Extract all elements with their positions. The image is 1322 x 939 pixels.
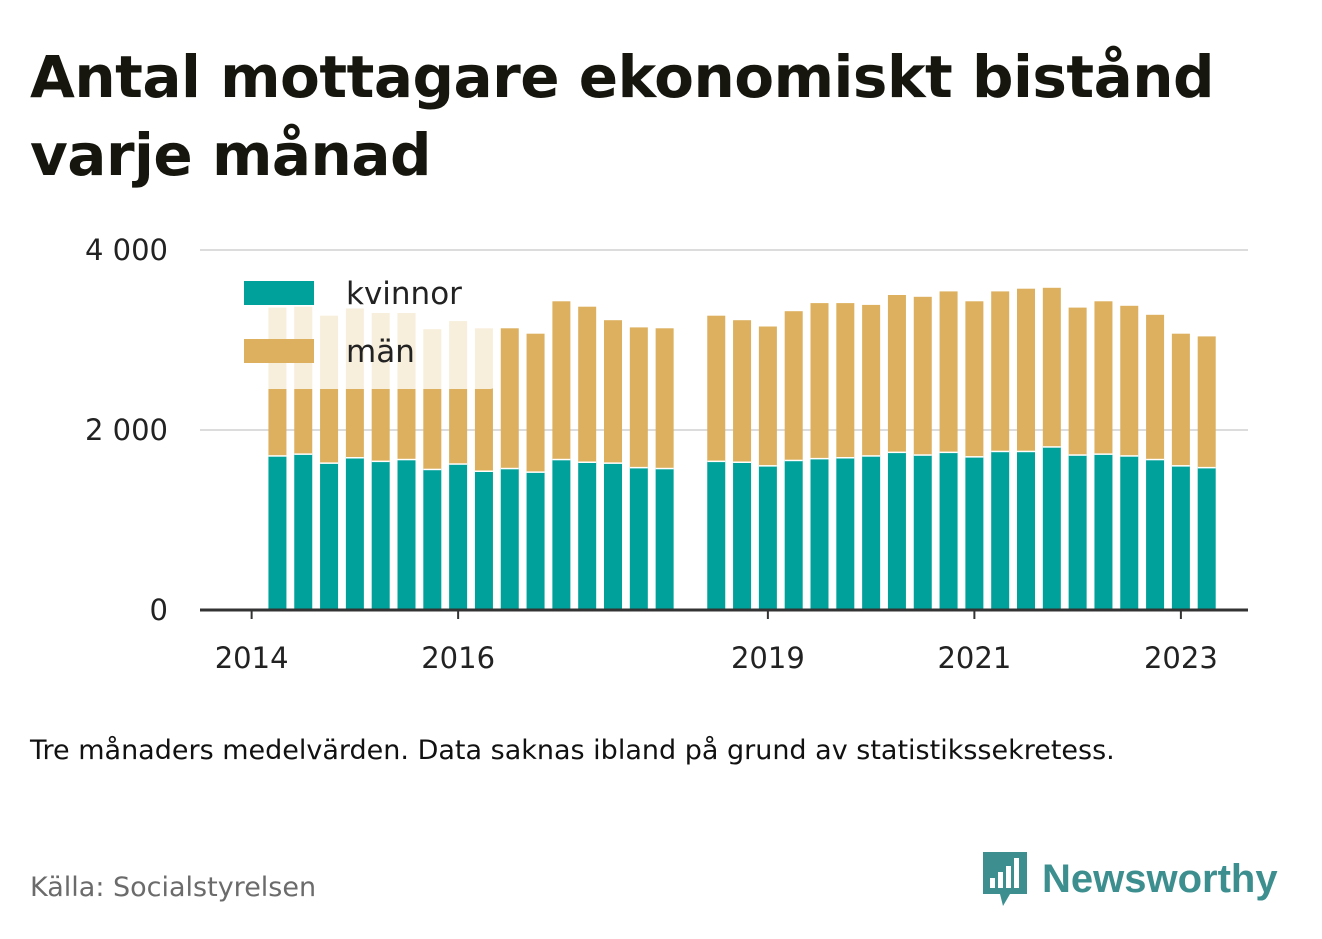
bar-män: [1042, 287, 1061, 447]
bar-män: [991, 291, 1010, 451]
bar-kvinnor: [320, 462, 339, 610]
bar-kvinnor: [1068, 454, 1087, 610]
bar-män: [733, 320, 752, 462]
bar-kvinnor: [1120, 455, 1139, 610]
bar-segment-divider: [1171, 463, 1190, 467]
bar-segment-divider: [707, 459, 726, 463]
brand-name: Newsworthy: [1042, 856, 1278, 901]
bar-män: [1197, 336, 1216, 467]
bar-män: [1094, 301, 1113, 454]
bar-kvinnor: [371, 460, 390, 610]
bar-män: [1146, 314, 1165, 459]
x-tick-label: 2019: [731, 641, 805, 675]
bar-kvinnor: [500, 467, 519, 610]
legend-swatch-kvinnor: [244, 281, 314, 305]
bar-kvinnor: [810, 457, 829, 610]
bar-män: [526, 333, 545, 472]
bar-män: [887, 295, 906, 452]
bar-kvinnor: [965, 456, 984, 610]
bar-män: [500, 328, 519, 468]
bar-kvinnor: [913, 454, 932, 610]
bar-kvinnor: [991, 450, 1010, 610]
bar-män: [913, 296, 932, 455]
bar-män: [707, 315, 726, 461]
stacked-bar-chart: 0 2 000 4 000 2014 2016 2019 2021 2023 kvinnor…: [85, 233, 1248, 675]
bar-kvinnor: [784, 459, 803, 610]
x-tick-label: 2023: [1144, 641, 1218, 675]
bar-kvinnor: [1017, 450, 1036, 610]
bar-män: [810, 303, 829, 458]
y-axis-tick-labels: 0 2 000 4 000: [85, 233, 168, 627]
bar-män: [1120, 305, 1139, 456]
newsworthy-logo: Newsworthy: [980, 848, 1278, 910]
bar-män: [655, 328, 674, 468]
bar-kvinnor: [578, 461, 597, 610]
bar-kvinnor: [1042, 446, 1061, 610]
y-tick-label: 0: [150, 593, 168, 627]
bar-kvinnor: [449, 463, 468, 610]
chart-note: Tre månaders medelvärden. Data saknas ib…: [30, 735, 1115, 766]
bar-kvinnor: [887, 451, 906, 610]
bar-kvinnor: [939, 451, 958, 610]
bar-män: [1171, 333, 1190, 466]
bar-kvinnor: [629, 466, 648, 610]
bar-kvinnor: [474, 470, 493, 610]
bar-kvinnor: [526, 471, 545, 610]
bar-män: [758, 326, 777, 466]
bar-män: [939, 291, 958, 452]
bar-segment-divider: [1042, 444, 1061, 448]
bar-män: [1017, 288, 1036, 451]
chart-title: Antal mottagare ekonomiskt bistånd varje…: [30, 43, 1215, 189]
bar-kvinnor: [707, 460, 726, 610]
legend-swatch-män: [244, 339, 314, 363]
y-tick-label: 2 000: [85, 413, 168, 447]
x-axis-tick-labels: 2014 2016 2019 2021 2023: [215, 641, 1218, 675]
bar-segment-divider: [784, 458, 803, 462]
bar-män: [1068, 307, 1087, 455]
bar-kvinnor: [862, 455, 881, 610]
bar-segment-divider: [1017, 449, 1036, 453]
bar-kvinnor: [397, 458, 416, 610]
bar-kvinnor: [1094, 453, 1113, 610]
bar-män: [965, 301, 984, 457]
bar-kvinnor: [758, 465, 777, 610]
x-axis: [200, 608, 1248, 619]
y-tick-label: 4 000: [85, 233, 168, 267]
bar-kvinnor: [268, 455, 287, 610]
bar-kvinnor: [1171, 465, 1190, 610]
legend-label-kvinnor: kvinnor: [346, 276, 462, 312]
bar-kvinnor: [1197, 466, 1216, 610]
x-tick-label: 2021: [937, 641, 1011, 675]
bar-kvinnor: [604, 462, 623, 610]
bar-kvinnor: [836, 457, 855, 610]
bar-män: [552, 301, 571, 459]
bar-kvinnor: [294, 453, 313, 610]
bar-män: [836, 303, 855, 457]
bar-segment-divider: [423, 467, 442, 471]
bar-män: [629, 327, 648, 467]
bar-män: [784, 311, 803, 460]
bar-kvinnor: [1146, 458, 1165, 610]
x-tick-label: 2014: [215, 641, 289, 675]
x-tick-label: 2016: [421, 641, 495, 675]
bar-kvinnor: [423, 468, 442, 610]
source-credit: Källa: Socialstyrelsen: [30, 872, 317, 903]
bar-kvinnor: [552, 458, 571, 610]
bar-män: [578, 306, 597, 462]
bar-män: [604, 320, 623, 463]
bar-kvinnor: [345, 457, 364, 610]
bar-segment-divider: [1120, 453, 1139, 457]
bar-män: [862, 304, 881, 456]
legend-label-män: män: [346, 334, 415, 370]
bar-chart-speech-bubble-icon: [983, 852, 1027, 906]
bar-kvinnor: [655, 467, 674, 610]
legend: kvinnor män: [232, 272, 496, 389]
bar-kvinnor: [733, 461, 752, 610]
